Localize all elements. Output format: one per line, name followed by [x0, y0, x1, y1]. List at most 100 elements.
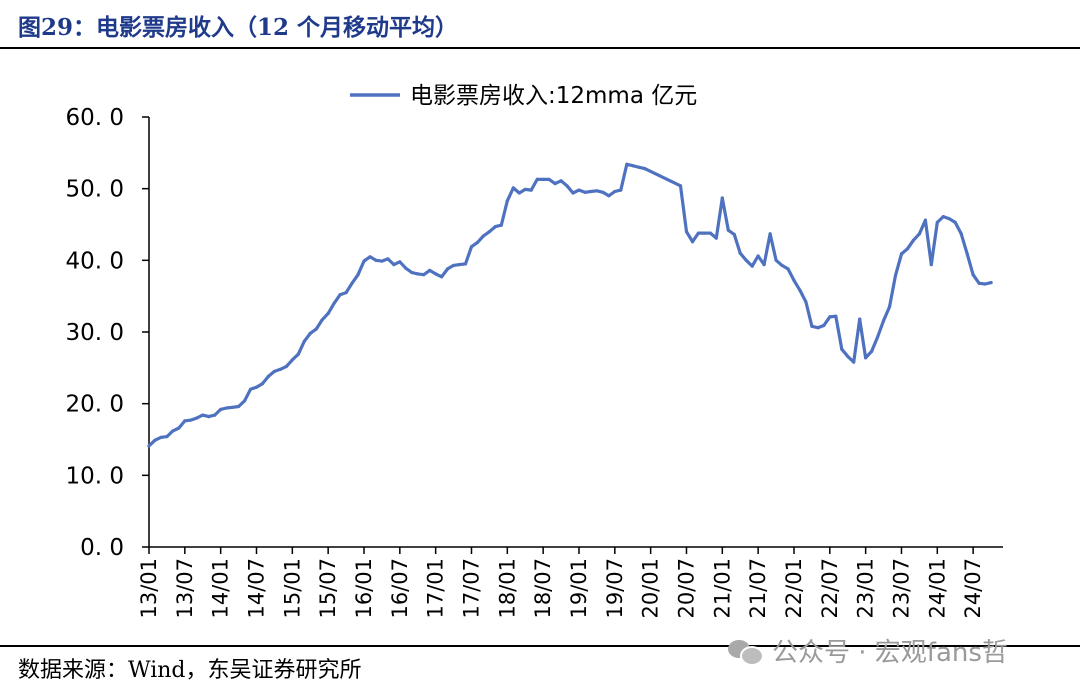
data-point — [786, 267, 790, 271]
data-point — [231, 405, 235, 409]
data-point — [643, 167, 647, 171]
data-point — [684, 230, 689, 234]
data-point — [374, 258, 378, 262]
data-point — [165, 435, 169, 439]
data-point — [499, 223, 503, 227]
data-point — [404, 266, 408, 270]
data-point — [911, 238, 916, 242]
data-point — [858, 317, 862, 321]
data-point — [243, 399, 247, 403]
data-point — [207, 415, 211, 419]
x-tick-label: 16/01 — [352, 558, 376, 619]
data-point — [577, 188, 581, 192]
data-point — [941, 215, 945, 219]
data-point — [201, 413, 205, 417]
data-point — [356, 273, 360, 277]
x-tick-label: 24/07 — [961, 558, 985, 619]
data-point — [780, 263, 784, 267]
data-point — [314, 327, 318, 331]
data-point — [296, 352, 300, 356]
x-tick-label: 13/07 — [173, 558, 197, 619]
data-point — [846, 354, 850, 358]
data-point — [750, 264, 754, 268]
x-tick-label: 21/01 — [710, 558, 734, 619]
data-point — [559, 179, 563, 183]
data-point — [344, 291, 348, 295]
data-point — [959, 232, 963, 236]
data-point — [870, 349, 874, 353]
y-tick-label: 50. 0 — [65, 177, 124, 203]
chart-axes — [148, 117, 1003, 548]
data-point — [440, 275, 444, 279]
x-tick-label: 18/07 — [531, 558, 555, 619]
data-point — [284, 364, 288, 368]
y-tick-label: 30. 0 — [65, 320, 124, 346]
data-point — [720, 196, 724, 200]
chart-legend: 电影票房收入:12mma 亿元 — [350, 83, 697, 109]
x-tick-label: 22/01 — [782, 558, 806, 619]
data-point — [804, 300, 808, 304]
data-point — [565, 184, 569, 188]
data-point — [326, 311, 330, 315]
data-point — [696, 231, 701, 235]
data-point — [428, 268, 432, 272]
data-point — [768, 232, 772, 236]
data-point — [816, 326, 820, 330]
data-point — [446, 267, 450, 271]
x-axis-ticks: 13/01 13/07 14/01 14/07 15/01 15/07 16/01 16/07… — [137, 547, 985, 619]
data-point — [983, 282, 987, 286]
data-point — [810, 324, 814, 328]
data-point — [708, 231, 713, 235]
x-tick-label: 23/01 — [854, 558, 878, 619]
data-point — [637, 165, 641, 169]
data-point — [917, 232, 922, 236]
data-point — [183, 419, 187, 423]
watermark-text: 公众号 · 宏观fans哲 — [772, 637, 1008, 668]
x-tick-label: 23/07 — [889, 558, 913, 619]
data-point — [434, 272, 438, 276]
data-point — [625, 162, 629, 166]
data-point — [738, 251, 742, 255]
data-point — [422, 273, 426, 277]
data-point — [792, 278, 796, 282]
data-point — [213, 413, 217, 417]
figure-title: 图29：电影票房收入（12 个月移动平均） — [18, 14, 459, 41]
data-point — [469, 245, 474, 249]
data-point — [159, 435, 163, 439]
data-point — [153, 438, 157, 442]
data-point — [195, 416, 199, 420]
data-point — [631, 164, 635, 168]
data-point — [553, 182, 557, 186]
data-point — [702, 231, 707, 235]
y-tick-label: 20. 0 — [65, 392, 124, 418]
data-point — [971, 273, 975, 277]
data-point — [487, 230, 491, 234]
data-point — [571, 191, 575, 195]
data-point — [774, 258, 778, 262]
data-point — [248, 387, 253, 391]
data-point — [362, 259, 366, 263]
data-point — [463, 262, 468, 266]
y-tick-label: 0. 0 — [80, 535, 124, 561]
legend-label: 电影票房收入:12mma 亿元 — [410, 83, 697, 109]
data-point — [237, 404, 241, 409]
y-tick-label: 60. 0 — [65, 105, 124, 131]
data-point — [882, 318, 886, 323]
top-divider — [0, 47, 1080, 49]
data-point — [690, 240, 695, 244]
data-point — [260, 382, 265, 386]
data-point — [595, 189, 599, 193]
x-tick-label: 21/07 — [746, 558, 770, 619]
data-point — [398, 260, 402, 264]
x-tick-label: 15/07 — [316, 558, 340, 619]
data-point — [171, 429, 175, 433]
line-chart: 电影票房收入:12mma 亿元 0. 0 10. 0 20. 0 30. 0 40. 0… — [65, 83, 1003, 619]
data-point — [601, 190, 605, 194]
data-point — [290, 358, 294, 362]
data-point — [535, 177, 539, 181]
x-tick-label: 20/07 — [674, 558, 698, 619]
data-point — [219, 407, 223, 411]
data-point — [989, 281, 993, 285]
data-point — [517, 191, 521, 195]
data-point — [714, 236, 718, 240]
